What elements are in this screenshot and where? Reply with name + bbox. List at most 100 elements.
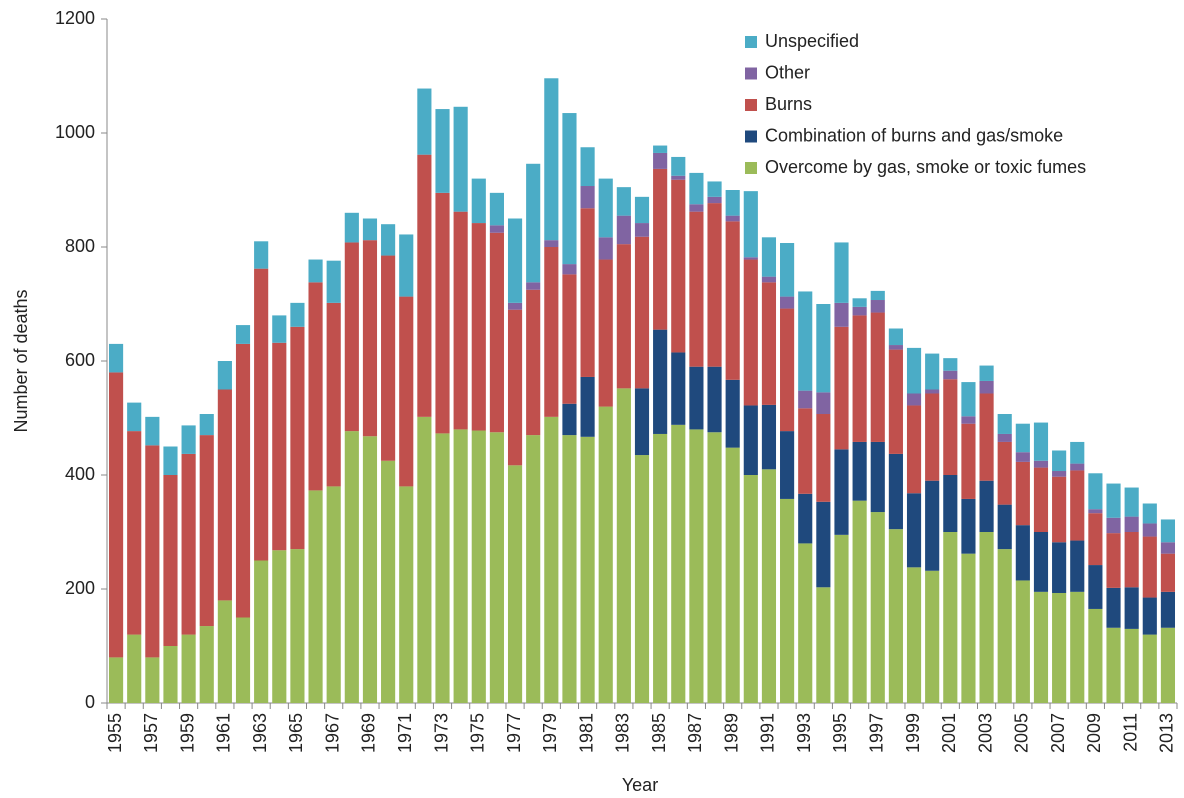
legend-swatch xyxy=(745,67,757,80)
bar-segment xyxy=(707,196,722,204)
bar-segment xyxy=(1033,422,1049,461)
bar-segment xyxy=(1052,476,1067,543)
bar-segment xyxy=(217,600,232,703)
bar-segment xyxy=(870,441,885,513)
x-tick-label: 1983 xyxy=(613,713,633,753)
bar-segment xyxy=(526,289,541,436)
bar-segment xyxy=(852,306,867,316)
bar-segment xyxy=(653,152,668,169)
bar-segment xyxy=(870,312,885,442)
bar-segment xyxy=(816,392,831,415)
x-tick-label: 1963 xyxy=(250,713,270,753)
bar-segment xyxy=(580,436,595,703)
bar-segment xyxy=(562,113,577,265)
bar-segment xyxy=(780,431,795,499)
bar-segment xyxy=(145,416,160,446)
bar-segment xyxy=(707,181,722,197)
bar-segment xyxy=(217,389,232,601)
bar-segment xyxy=(616,215,631,245)
x-tick-label: 2009 xyxy=(1084,713,1104,753)
x-tick-label: 2011 xyxy=(1120,713,1140,752)
bar-segment xyxy=(1033,467,1049,532)
bar-segment xyxy=(743,259,758,406)
y-tick-label: 1000 xyxy=(55,122,95,142)
bar-segment xyxy=(1070,540,1085,592)
bar-segment xyxy=(925,389,940,394)
bar-segment xyxy=(997,549,1012,703)
bar-segment xyxy=(254,560,269,703)
bar-segment xyxy=(743,475,758,703)
bar-segment xyxy=(562,435,577,703)
bar-segment xyxy=(979,393,994,481)
bar-segment xyxy=(906,493,922,568)
bar-segment xyxy=(798,493,813,544)
bar-segment xyxy=(671,179,686,353)
bar-segment xyxy=(943,358,958,371)
bar-segment xyxy=(707,432,722,703)
bar-segment xyxy=(1124,487,1139,517)
bar-segment xyxy=(1142,523,1157,537)
bar-segment xyxy=(870,290,885,301)
bar-segment xyxy=(798,543,813,703)
x-tick-label: 1967 xyxy=(322,713,342,753)
bar-segment xyxy=(580,147,595,187)
bar-segment xyxy=(925,480,940,571)
bar-segment xyxy=(1033,532,1049,592)
x-tick-label: 1965 xyxy=(286,713,306,753)
bar-segment xyxy=(925,393,940,481)
x-tick-label: 1991 xyxy=(758,713,778,753)
bar-segment xyxy=(562,403,577,436)
bar-segment xyxy=(1160,591,1176,628)
bar-segment xyxy=(1015,461,1030,526)
bar-segment xyxy=(598,237,613,260)
legend-swatch xyxy=(745,36,757,48)
x-tick-label: 2005 xyxy=(1012,713,1032,753)
bar-segment xyxy=(961,553,976,703)
bar-segment xyxy=(816,414,831,502)
bar-segment xyxy=(780,296,795,309)
bar-segment xyxy=(199,414,214,436)
y-tick-label: 800 xyxy=(65,236,95,256)
bar-segment xyxy=(979,480,994,532)
bar-segment xyxy=(326,260,341,303)
bar-segment xyxy=(489,225,504,233)
bar-segment xyxy=(634,223,650,237)
bar-segment xyxy=(544,247,559,417)
bar-segment xyxy=(1124,587,1139,629)
bar-segment xyxy=(1106,517,1121,534)
bar-segment xyxy=(507,302,523,310)
bar-segment xyxy=(816,501,831,588)
bar-segment xyxy=(435,192,450,434)
bar-segment xyxy=(598,259,613,407)
bar-segment xyxy=(906,567,922,703)
bar-segment xyxy=(435,109,450,193)
bar-segment xyxy=(235,325,251,344)
bar-segment xyxy=(616,187,631,216)
bar-segment xyxy=(780,243,795,297)
bar-segment xyxy=(1015,580,1030,703)
bar-segment xyxy=(780,308,795,432)
bar-segment xyxy=(689,429,704,703)
bar-segment xyxy=(961,382,976,417)
bar-segment xyxy=(870,512,885,703)
bar-segment xyxy=(1106,627,1121,703)
bar-segment xyxy=(997,441,1012,505)
bar-segment xyxy=(888,453,903,530)
bar-segment xyxy=(725,215,740,222)
bar-segment xyxy=(997,414,1012,434)
x-tick-label: 2013 xyxy=(1157,713,1177,753)
x-tick-label: 1985 xyxy=(649,713,669,753)
bar-segment xyxy=(707,203,722,367)
bar-segment xyxy=(145,445,160,658)
bar-segment xyxy=(925,570,940,703)
bar-segment xyxy=(1142,536,1157,598)
bar-segment xyxy=(471,430,486,703)
bar-segment xyxy=(689,172,704,205)
legend-swatch xyxy=(745,130,757,143)
bar-segment xyxy=(381,460,396,703)
bar-segment xyxy=(580,186,595,209)
x-tick-label: 1999 xyxy=(903,713,923,753)
bar-segment xyxy=(1160,542,1176,554)
bar-segment xyxy=(1142,597,1157,635)
